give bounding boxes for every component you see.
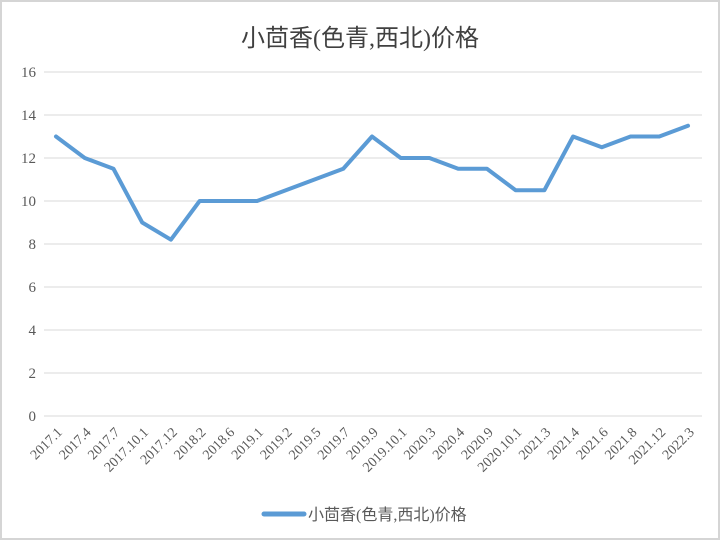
x-tick-label: 2018.6	[200, 425, 238, 463]
gridlines	[44, 71, 702, 417]
y-axis-labels: 0 2 4 6 8 10 12 14 16	[21, 65, 37, 425]
x-tick-label: 2021.4	[545, 425, 583, 463]
y-tick-label: 6	[29, 280, 37, 296]
y-tick-label: 8	[29, 237, 37, 253]
series-lines	[54, 123, 690, 242]
x-tick-label: 2019.7	[315, 425, 353, 463]
y-tick-label: 14	[21, 108, 37, 124]
x-tick-label: 2020.4	[430, 425, 468, 463]
legend: 小茴香(色青,西北)价格	[261, 506, 467, 524]
y-tick-label: 12	[21, 151, 36, 167]
y-tick-label: 4	[29, 323, 37, 339]
x-tick-label: 2019.1	[229, 425, 267, 463]
y-tick-label: 2	[29, 366, 37, 382]
x-axis-labels: 2017.12017.42017.72017.10.12017.122018.2…	[28, 425, 698, 475]
x-tick-label: 2017.1	[28, 425, 66, 463]
x-tick-label: 2019.5	[287, 425, 325, 463]
x-tick-label: 2017.4	[57, 425, 95, 463]
x-tick-label: 2021.6	[574, 425, 612, 463]
x-tick-label: 2019.2	[258, 425, 296, 463]
y-tick-label: 16	[21, 65, 37, 81]
x-tick-label: 2020.3	[401, 425, 439, 463]
legend-label: 小茴香(色青,西北)价格	[308, 506, 467, 524]
x-tick-label: 2018.2	[172, 425, 210, 463]
y-tick-label: 0	[29, 409, 37, 425]
price-line	[54, 123, 690, 242]
x-tick-label: 2021.3	[516, 425, 554, 463]
y-tick-label: 10	[21, 194, 36, 210]
x-tick-label: 2022.3	[660, 425, 698, 463]
chart-title: 小茴香(色青,西北)价格	[241, 25, 479, 52]
